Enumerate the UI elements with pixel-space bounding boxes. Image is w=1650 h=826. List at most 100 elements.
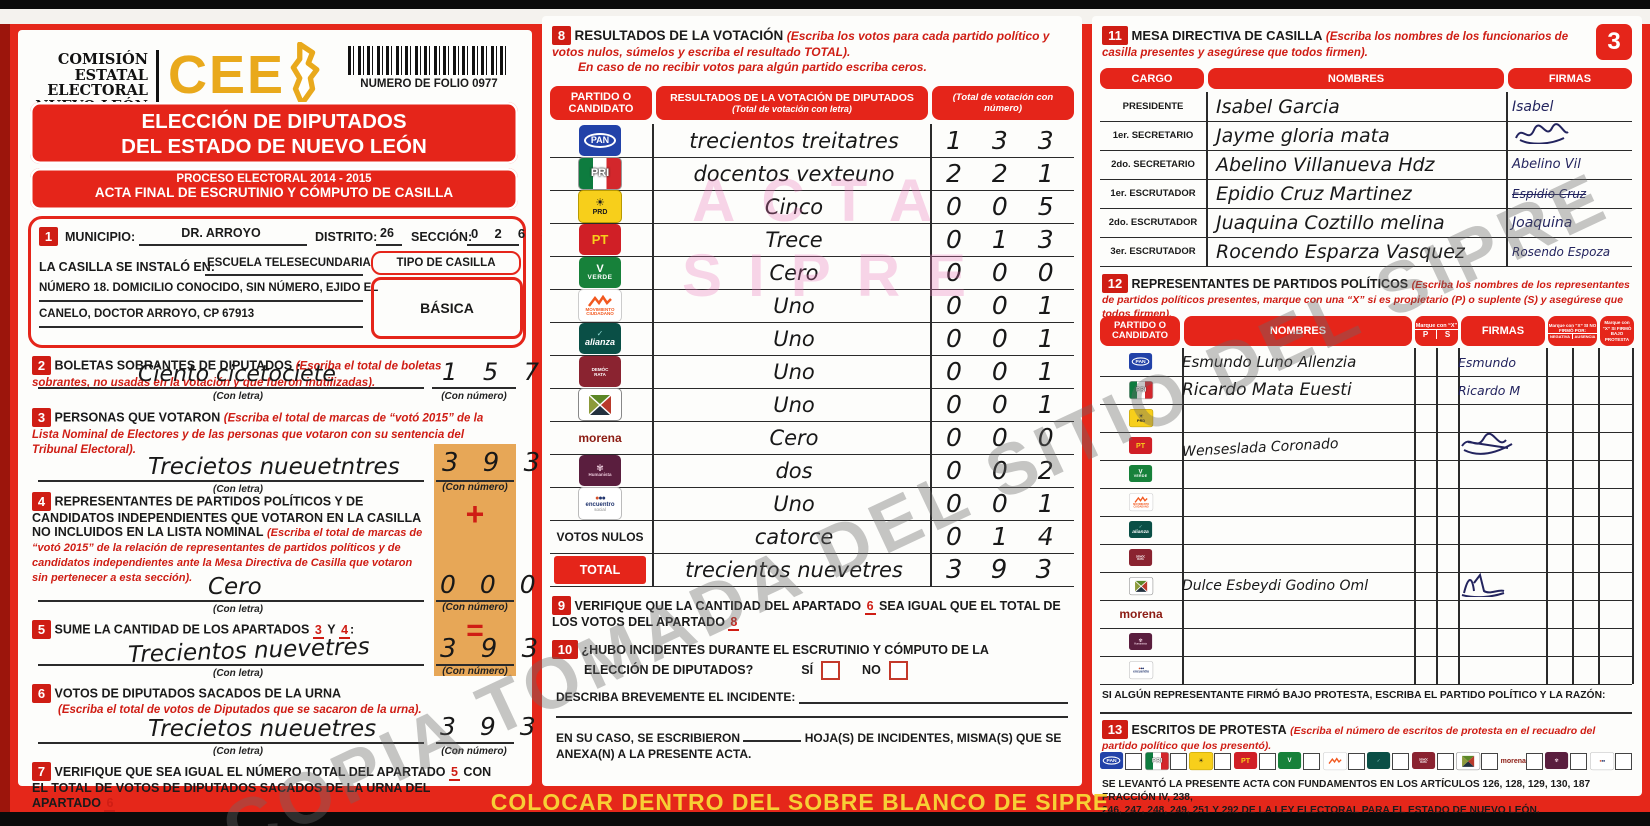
encuentro-votes-numero: 0 0 1 bbox=[946, 489, 1065, 518]
rep-row-morena: morena bbox=[1100, 600, 1632, 629]
morena-logo-text: morena bbox=[1119, 607, 1163, 621]
encuentro-votes-letra: Uno bbox=[773, 491, 815, 516]
col-letra-label: RESULTADOS DE LA VOTACIÓN DE DIPUTADOS bbox=[670, 92, 914, 104]
prd-sun-icon: ☀ bbox=[1137, 412, 1144, 419]
t12-s-label: S bbox=[1444, 330, 1451, 339]
col-letra-header: RESULTADOS DE LA VOTACIÓN DE DIPUTADOS (… bbox=[656, 86, 928, 120]
protest-count-box bbox=[1169, 753, 1187, 770]
col-letra-sublabel: (Total de votación con letra) bbox=[732, 104, 852, 114]
humanista-figure-icon: ✾ bbox=[1137, 636, 1143, 643]
section-6-note: (Escriba el total de votos de Diputados … bbox=[58, 704, 422, 716]
vote-row-pri: PRI docentos vexteuno 2 2 1 bbox=[550, 157, 1074, 191]
col-numero-header: (Total de votación con número) bbox=[932, 86, 1074, 120]
org-line-3: ELECTORAL bbox=[47, 82, 148, 99]
protest-encuentro: ●●● bbox=[1589, 752, 1632, 771]
protest-mc bbox=[1322, 752, 1365, 771]
s5-con-letra: (Con letra) bbox=[213, 668, 263, 679]
caso-text-a: EN SU CASO, SE ESCRIBIERON bbox=[556, 731, 741, 745]
humanista-logo-icon: ✾ bbox=[1545, 752, 1569, 770]
encuentro-dots-icon: ●●● bbox=[1599, 759, 1605, 763]
seccion-label: SECCIÓN: bbox=[411, 230, 473, 244]
section-5-header: 5 SUME LA CANTIDAD DE LOS APARTADOS 3 Y … bbox=[32, 620, 432, 639]
right-panel: 11 MESA DIRECTIVA DE CASILLA (Escriba lo… bbox=[1092, 16, 1642, 816]
section-2-header: 2 BOLETAS SOBRANTES DE DIPUTADOS (Escrib… bbox=[32, 356, 494, 390]
protest-morena: morena bbox=[1501, 753, 1543, 770]
vote-row-pan: PAN trecientos treitatres 1 3 3 bbox=[550, 124, 1074, 158]
si-label: SÍ bbox=[801, 663, 814, 677]
casilla-line2: NÚMERO 18. DOMICILIO CONOCIDO, SIN NÚMER… bbox=[39, 282, 379, 294]
t12-protesta-header: Marque con “X” SI FIRMÓ BAJO PROTESTA bbox=[1600, 316, 1634, 346]
rep-pt-nombre-hand: Wenseslada Coronado bbox=[1181, 435, 1339, 461]
caso-text-c: ANEXA(N) A LA PRESENTE ACTA. bbox=[556, 747, 752, 761]
col-numero-label: (Total de votación con número) bbox=[952, 92, 1054, 114]
section-1-box: 1 MUNICIPIO: DR. ARROYO DISTRITO: 26 SEC… bbox=[28, 216, 549, 348]
rep-row-prd: ☀ PRD bbox=[1100, 404, 1632, 433]
protest-count-box bbox=[1614, 753, 1632, 770]
pri-logo-icon: PRI bbox=[1144, 752, 1169, 771]
scan-top-bar bbox=[0, 0, 1650, 9]
protest-pri: PRI bbox=[1144, 752, 1187, 771]
prd-votes-letra: Cinco bbox=[764, 194, 824, 219]
prd-logo-text: PRD bbox=[592, 208, 608, 216]
rep-pri-firma-hand: Ricardo M bbox=[1458, 382, 1521, 398]
rep-row-pan: PAN Esmundo Luno Allenzia Esmundo bbox=[1100, 348, 1632, 377]
pan-logo-icon: PAN bbox=[1100, 752, 1124, 770]
nombres-header-label: NOMBRES bbox=[1327, 72, 1385, 85]
protest-instruction: SI ALGÚN REPRESENTANTE FIRMÓ BAJO PROTES… bbox=[1102, 690, 1606, 701]
verde-votes-numero: 0 0 0 bbox=[946, 258, 1065, 287]
section-2-badge: 2 bbox=[32, 356, 51, 375]
democrata-votes-letra: Uno bbox=[773, 359, 815, 384]
vote-row-encuentro: ●●● encuentro social Uno 0 0 1 bbox=[550, 487, 1074, 521]
s3-numero-hand: 3 9 3 bbox=[442, 448, 549, 478]
pt-logo-text: PT bbox=[1240, 756, 1250, 765]
section-13-note: (Escriba el número de escritos de protes… bbox=[1102, 725, 1596, 752]
section-13-title: ESCRITOS DE PROTESTA bbox=[1131, 723, 1287, 737]
t12-nombres-header: NOMBRES bbox=[1184, 316, 1412, 346]
pt-logo-icon: PT bbox=[1233, 752, 1257, 770]
section-8-note: (Escriba los votos para cada partido pol… bbox=[552, 29, 1050, 59]
s5-con-numero: (Con número) bbox=[442, 666, 508, 677]
cargo-2do-escrutador: 2do. ESCRUTADOR bbox=[1108, 217, 1198, 228]
rep-row-democrata: DEMÓCRATA bbox=[1100, 544, 1632, 573]
mc-eagle-icon bbox=[1328, 757, 1342, 764]
alianza-logo-text: alianza bbox=[1131, 528, 1149, 534]
protest-democrata: DEMÓCRATA bbox=[1411, 752, 1454, 771]
caso-text-b: HOJA(S) DE INCIDENTES, MISMA(S) QUE SE bbox=[804, 731, 1062, 745]
protest-humanista: ✾ bbox=[1545, 752, 1588, 771]
no-checkbox bbox=[888, 661, 908, 680]
section-5-ref-4: 4 bbox=[339, 622, 351, 639]
orange-highlight-strip bbox=[434, 444, 516, 676]
section-3-header: 3 PERSONAS QUE VOTARON (Escriba el total… bbox=[32, 408, 494, 457]
t12-ps-header: Marque con “X” P S bbox=[1415, 316, 1458, 346]
mc-logo-text: MOVIMIENTO CIUDADANO bbox=[585, 306, 615, 316]
morena-logo-text: morena bbox=[578, 430, 622, 445]
humanista-logo-text: Humanista bbox=[1133, 641, 1147, 645]
scan-bottom-bar bbox=[0, 812, 1650, 826]
t12-mark-label: Marque con “X” bbox=[1415, 323, 1458, 329]
pt-votes-numero: 0 1 3 bbox=[946, 225, 1065, 254]
total-votes-numero: 3 9 3 bbox=[946, 554, 1063, 585]
rep-row-verde: V VERDE bbox=[1100, 460, 1632, 489]
total-votes-letra: trecientos nuevetres bbox=[685, 557, 903, 582]
verde-v-text: V bbox=[1287, 756, 1292, 764]
t12-nombres-header-label: NOMBRES bbox=[1269, 325, 1327, 337]
pt-votes-letra: Trece bbox=[765, 227, 823, 252]
footer-banner: COLOCAR DENTRO DEL SOBRE BLANCO DE SIPRE bbox=[490, 789, 1110, 815]
encuentro-logo-text: encuentro bbox=[1132, 669, 1149, 674]
movimiento-ciudadano-logo-icon: MOVIMIENTO CIUDADANO bbox=[1128, 492, 1153, 511]
pri-votes-letra: docentos vexteuno bbox=[693, 161, 895, 186]
section-11-badge: 11 bbox=[1102, 26, 1128, 45]
protest-verde: V bbox=[1278, 752, 1321, 771]
election-title-line1: ELECCIÓN DE DIPUTADOS bbox=[141, 110, 407, 133]
col-party-label: PARTIDO O CANDIDATO bbox=[568, 91, 634, 115]
section-6-title: VOTOS DE DIPUTADOS SACADOS DE LA URNA bbox=[54, 686, 342, 701]
section-9-text-a: VERIFIQUE QUE LA CANTIDAD DEL APARTADO bbox=[574, 599, 862, 613]
s3-con-letra: (Con letra) bbox=[213, 484, 263, 495]
firma-2do-escrutador-hand: Joaquina bbox=[1512, 214, 1573, 231]
cargo-1er-escrutador: 1er. ESCRUTADOR bbox=[1110, 188, 1196, 199]
election-title-box: ELECCIÓN DE DIPUTADOS DEL ESTADO DE NUEV… bbox=[30, 102, 518, 164]
proceso-electoral: PROCESO ELECTORAL 2014 - 2015 bbox=[176, 173, 372, 185]
firma-3er-escrutador-hand: Rosendo Espoza bbox=[1512, 244, 1611, 259]
prd-sun-icon: ☀ bbox=[595, 196, 605, 209]
morena-votes-letra: Cero bbox=[769, 425, 819, 450]
